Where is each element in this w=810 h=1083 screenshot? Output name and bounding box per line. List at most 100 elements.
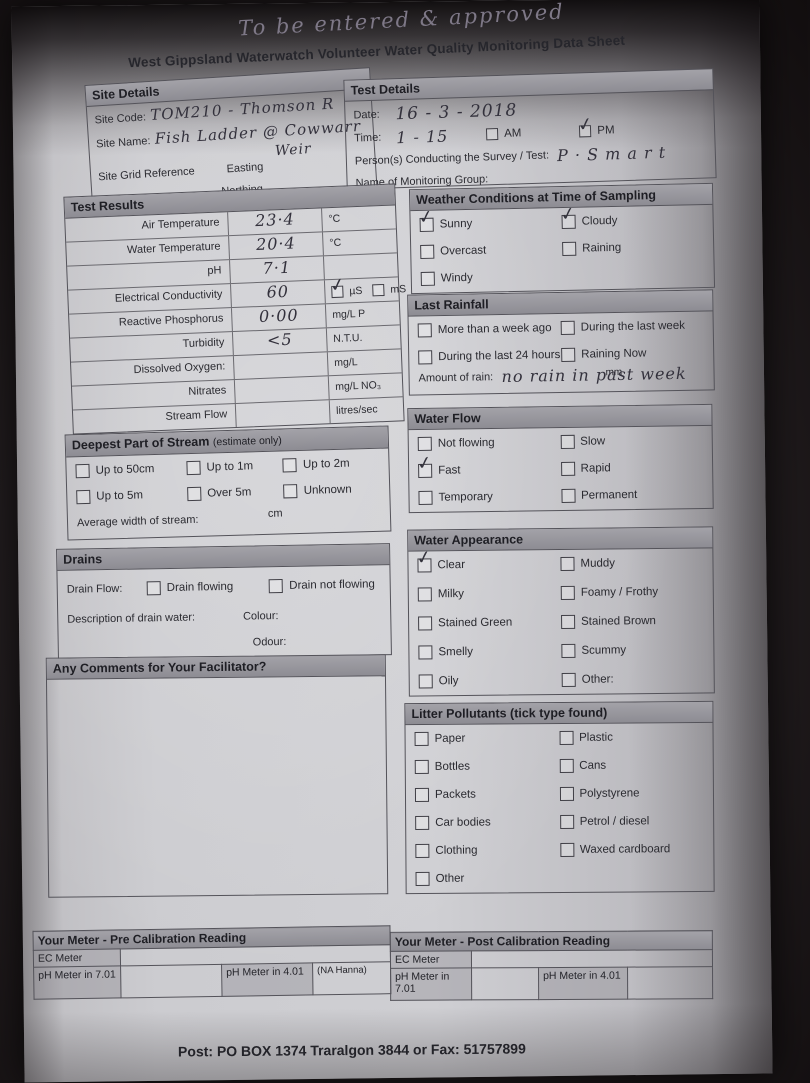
postal-footer: Post: PO BOX 1374 Traralgon 3844 or Fax:… — [177, 1040, 526, 1060]
am-checkbox-icon: ✓ — [485, 128, 499, 141]
checkbox-label: Slow — [580, 435, 606, 448]
pre-calibration-section: Your Meter - Pre Calibration Reading EC … — [32, 925, 392, 1000]
water-flow-section: Water Flow ✓ Not flowing ✓ Slow ✓ Fast ✓… — [407, 403, 714, 514]
checkbox-permanent: ✓ Permanent — [560, 487, 704, 503]
checkbox-icon: ✓ — [560, 585, 575, 601]
checkbox-am: ✓ AM — [485, 127, 522, 141]
drain-description-label: Description of drain water: — [67, 611, 196, 626]
checkbox-label: Temporary — [438, 490, 493, 504]
ec-meter-label: EC Meter — [390, 950, 472, 969]
checkbox-icon: ✓ — [559, 730, 574, 746]
checkbox-icon: ✓ — [418, 490, 433, 505]
checkbox-icon: ✓ — [186, 460, 201, 476]
result-unit: mg/L — [326, 349, 402, 376]
deepest-part-title: Deepest Part of Stream — [71, 434, 210, 453]
checkbox-icon: ✓ — [561, 614, 576, 629]
checkbox-label: Clothing — [435, 844, 478, 857]
clear-checkbox-icon: ✓ — [415, 546, 433, 573]
checkbox-label: Cans — [579, 759, 607, 772]
ms-checkbox-icon: ✓ — [372, 283, 385, 296]
checkbox-label: Not flowing — [437, 436, 495, 450]
checkbox-label: Drain flowing — [166, 580, 234, 594]
checkbox-icon: ✓ — [560, 488, 576, 503]
checkbox-icon: ✓ — [561, 643, 576, 658]
windy-checkbox-icon: ✓ — [420, 271, 435, 286]
checkbox-other-appearance: ✓ Other: — [561, 671, 705, 687]
checkbox-drain-flowing: ✓ Drain flowing — [146, 580, 234, 596]
checkbox-scummy: ✓ Scummy — [561, 643, 704, 658]
checkbox-label: During the last 24 hours — [438, 349, 561, 364]
sunny-label: Sunny — [439, 217, 473, 231]
tick-mark-icon: ✓ — [416, 205, 436, 230]
ph4-label: pH Meter in 4.01 — [221, 962, 314, 997]
pm-label: PM — [597, 124, 615, 137]
checkbox-icon: ✓ — [560, 461, 575, 476]
checkbox-icon: ✓ — [414, 787, 430, 803]
checkbox-up-to-2m: ✓ Up to 2m — [282, 456, 380, 473]
checkbox-icon: ✓ — [418, 616, 433, 631]
windy-label: Windy — [440, 271, 473, 285]
ms-label: mS — [390, 282, 407, 296]
checkbox-overcast: ✓ Overcast — [420, 242, 562, 259]
deepest-part-note: (estimate only) — [212, 434, 282, 449]
checkbox-label: Other — [435, 872, 465, 885]
checkbox-label: Unknown — [303, 483, 352, 497]
checkbox-up-to-1m: ✓ Up to 1m — [186, 458, 283, 476]
ec-meter-label: EC Meter — [33, 948, 121, 968]
checkbox-label: Up to 5m — [96, 489, 144, 503]
result-value-handwritten: <5 — [231, 328, 327, 356]
result-unit: N.T.U. — [325, 325, 401, 352]
checkbox-icon: ✓ — [415, 452, 434, 478]
result-unit: mg/L P — [324, 301, 400, 328]
tick-mark-icon: ✓ — [415, 451, 434, 476]
checkbox-windy: ✓ Windy — [420, 269, 563, 286]
checkbox-icon: ✓ — [559, 758, 574, 774]
checkbox-unknown: ✓ Unknown — [283, 482, 381, 499]
ph4-value-blank — [627, 966, 713, 1000]
ph4-label: pH Meter in 4.01 — [538, 967, 628, 1000]
checkbox-polystyrene: ✓ Polystyrene — [559, 786, 704, 801]
litter-pollutants-section: Litter Pollutants (tick type found) ✓ Pa… — [404, 700, 715, 895]
checkbox-foamy-frothy: ✓ Foamy / Frothy — [560, 585, 704, 601]
result-value-handwritten: 20·4 — [228, 232, 323, 260]
amount-of-rain-label: Amount of rain: — [418, 371, 494, 385]
checkbox-icon: ✓ — [559, 842, 574, 857]
checkbox-more-than-week: ✓ More than a week ago — [417, 321, 561, 338]
checkbox-label: Stained Brown — [581, 615, 656, 628]
us-checkbox-icon: ✓ — [328, 273, 347, 298]
checkbox-microsiemens: ✓ µS — [328, 273, 363, 298]
checkbox-label: Drain not flowing — [289, 578, 375, 592]
checkbox-icon: ✓ — [561, 672, 576, 687]
overcast-checkbox-icon: ✓ — [420, 244, 435, 259]
checkbox-label: Rapid — [580, 462, 611, 475]
checkbox-waxed-cardboard: ✓ Waxed cardboard — [559, 842, 705, 857]
colour-label: Colour: — [242, 610, 279, 623]
checkbox-cloudy: ✓ Cloudy — [559, 203, 704, 230]
checkbox-icon: ✓ — [415, 815, 430, 831]
checkbox-icon: ✓ — [75, 463, 90, 479]
checkbox-muddy: ✓ Muddy — [560, 556, 703, 572]
checkbox-label: Polystyrene — [579, 787, 640, 800]
result-value-handwritten: 0·00 — [230, 304, 326, 332]
odour-label: Odour: — [252, 635, 287, 649]
ph7-label: pH Meter in 7.01 — [33, 965, 122, 1000]
checkbox-during-last-week: ✓ During the last week — [560, 319, 704, 336]
post-calibration-section: Your Meter - Post Calibration Reading EC… — [390, 930, 713, 1001]
ph7-label: pH Meter in 7.01 — [390, 967, 472, 1001]
test-results-section: Test Results Air Temperature 23·4 °C Wat… — [63, 183, 407, 435]
weather-conditions-section: Weather Conditions at Time of Sampling ✓… — [408, 182, 716, 295]
checkbox-icon: ✓ — [146, 581, 161, 596]
checkbox-icon: ✓ — [418, 645, 433, 660]
checkbox-during-last-24h: ✓ During the last 24 hours — [418, 348, 561, 365]
checkbox-label: Permanent — [580, 488, 638, 502]
checkbox-icon: ✓ — [417, 436, 432, 451]
result-unit: °C — [321, 229, 397, 256]
checkbox-raining-now: ✓ Raining Now — [561, 346, 704, 362]
checkbox-fast: ✓ Fast — [415, 452, 561, 478]
checkbox-pm: ✓ PM — [576, 113, 615, 138]
checkbox-icon: ✓ — [418, 674, 433, 689]
cloudy-checkbox-icon: ✓ — [559, 203, 577, 230]
checkbox-icon: ✓ — [187, 486, 202, 502]
comments-blank-area — [47, 676, 387, 894]
checkbox-label: Packets — [434, 788, 476, 801]
